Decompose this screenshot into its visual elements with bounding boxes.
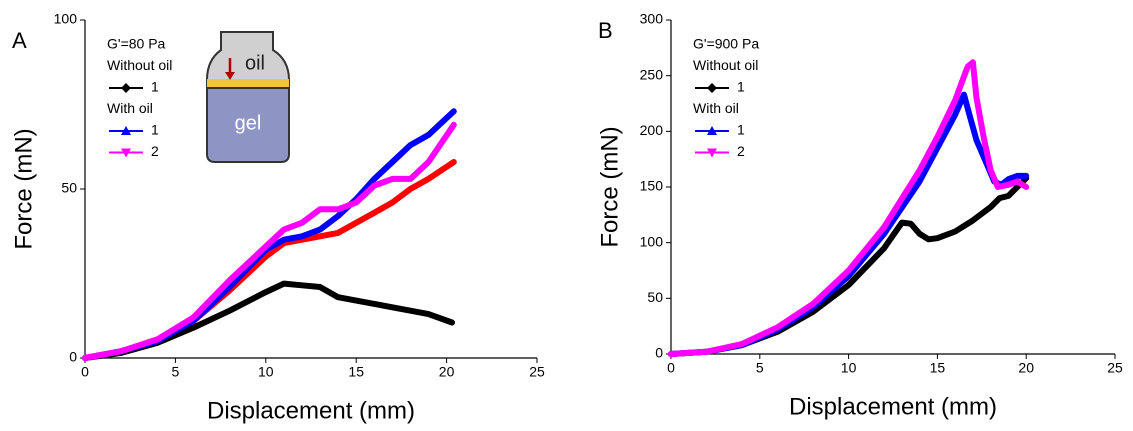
legend-marker <box>707 83 717 93</box>
chart-panel: 0 5 10 15 20 25050100150200250300Displacement… <box>596 11 1123 421</box>
legend-label: 2 <box>151 143 159 159</box>
y-tick-label: 250 <box>640 66 664 82</box>
x-tick-label: 20 <box>439 364 455 380</box>
y-axis-title: Force (mN) <box>10 128 37 249</box>
y-tick-label: 200 <box>640 122 664 138</box>
y-tick-label: 100 <box>54 11 78 27</box>
legend-group: With oil <box>693 100 739 116</box>
x-axis-title: Displacement (mm) <box>789 393 997 420</box>
inset-interface <box>207 79 289 88</box>
x-tick-label: 5 <box>172 364 180 380</box>
legend-group: With oil <box>107 100 153 116</box>
y-tick-label: 0 <box>655 345 663 361</box>
x-tick-label: 0 <box>667 360 675 376</box>
x-axis-title: Displacement (mm) <box>207 397 415 424</box>
x-tick-label: 25 <box>529 364 545 380</box>
legend-title: G'=900 Pa <box>693 36 759 52</box>
data-line <box>668 91 1030 357</box>
x-tick-label: 25 <box>1107 360 1123 376</box>
legend-group: Without oil <box>693 57 758 73</box>
y-tick-label: 50 <box>647 289 663 305</box>
chart-panel: 0 5 10 15 20 25 0 50 100 Displacement (mm) Force (… <box>10 11 545 425</box>
y-tick-label: 100 <box>640 233 664 249</box>
data-line <box>82 121 457 361</box>
legend-label: 1 <box>737 79 745 95</box>
legend-marker <box>707 126 717 135</box>
legend-marker <box>707 148 717 158</box>
legend-label: 1 <box>151 122 159 138</box>
inset-gel <box>206 87 290 163</box>
y-tick-label: 0 <box>69 349 77 365</box>
legend-title: G'=80 Pa <box>107 36 166 52</box>
x-tick-label: 15 <box>348 364 364 380</box>
inset-label: oil <box>245 52 265 74</box>
legend-marker <box>121 83 131 93</box>
legend-label: 2 <box>737 143 745 159</box>
data-line <box>82 159 457 361</box>
panel-label: A <box>12 28 27 53</box>
inset-label: gel <box>235 112 262 134</box>
x-tick-label: 10 <box>841 360 857 376</box>
y-tick-label: 300 <box>640 11 664 27</box>
x-tick-label: 0 <box>81 364 89 380</box>
y-tick-label: 150 <box>640 178 664 194</box>
panel-label: B <box>598 18 613 43</box>
x-tick-label: 5 <box>756 360 764 376</box>
x-tick-label: 20 <box>1018 360 1034 376</box>
legend-marker <box>121 126 131 135</box>
legend-group: Without oil <box>107 57 172 73</box>
legend-label: 1 <box>151 79 159 95</box>
data-line <box>668 59 1030 357</box>
y-tick-label: 50 <box>61 180 77 196</box>
y-axis-title: Force (mN) <box>596 126 623 247</box>
inset-arrow-head <box>225 72 235 80</box>
x-tick-label: 15 <box>930 360 946 376</box>
legend-label: 1 <box>737 122 745 138</box>
legend-marker <box>121 148 131 158</box>
x-tick-label: 10 <box>258 364 274 380</box>
